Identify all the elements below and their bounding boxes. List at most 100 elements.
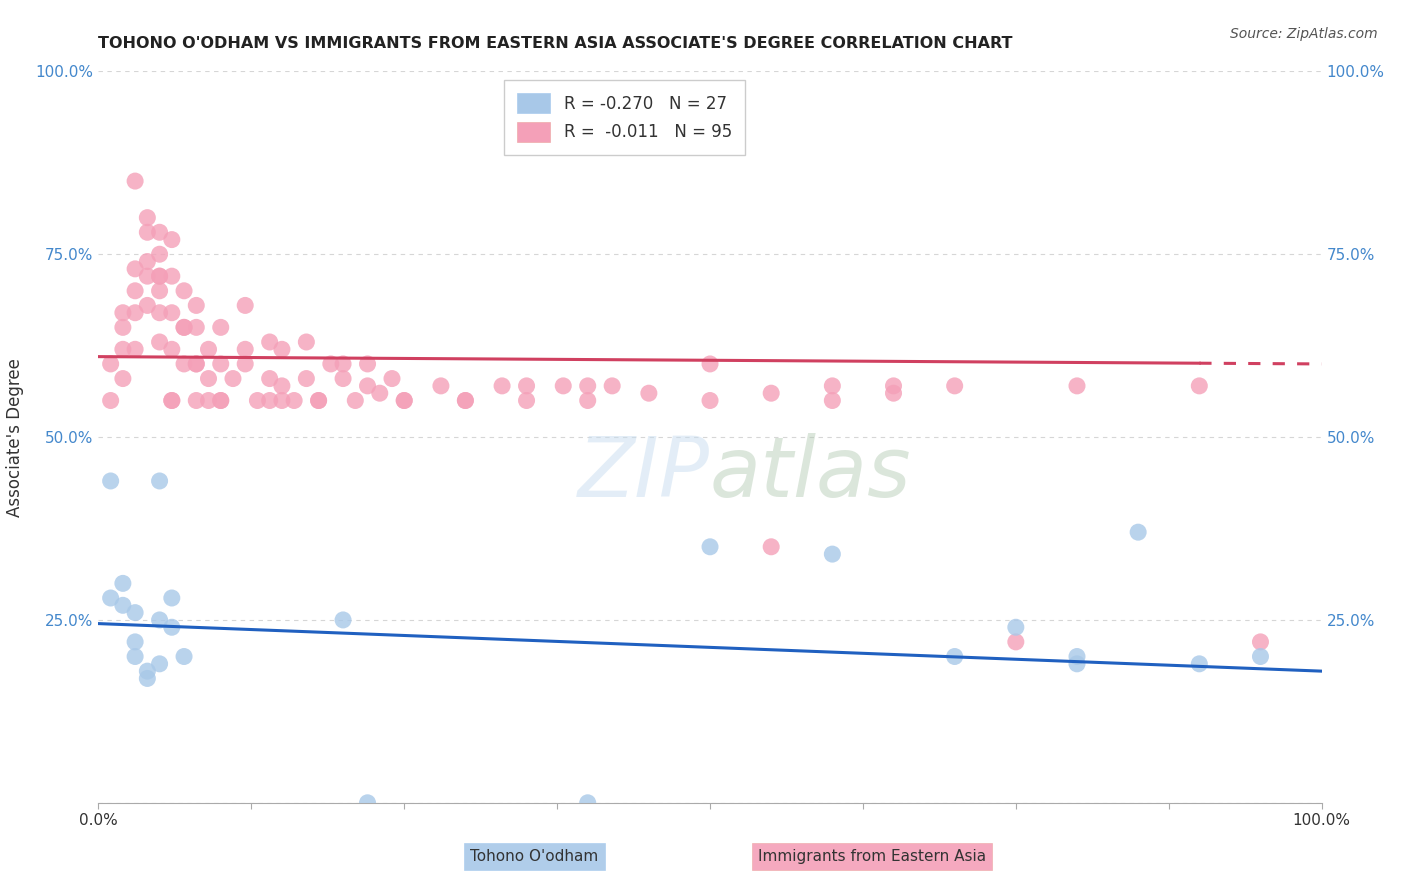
Point [173, 649, 195, 664]
Point [1066, 657, 1088, 671]
Point [111, 371, 134, 385]
Point [246, 393, 269, 408]
Point [332, 613, 354, 627]
Point [100, 393, 122, 408]
Point [173, 284, 195, 298]
Point [209, 393, 232, 408]
Point [283, 393, 305, 408]
Point [160, 393, 183, 408]
Point [197, 393, 219, 408]
Point [943, 379, 966, 393]
Point [270, 379, 294, 393]
Point [149, 225, 172, 239]
Point [209, 320, 232, 334]
Point [516, 379, 538, 393]
Point [197, 371, 219, 385]
Point [295, 371, 318, 385]
Point [381, 371, 404, 385]
Point [576, 393, 599, 408]
Point [233, 343, 256, 357]
Point [160, 233, 183, 247]
Point [186, 393, 208, 408]
Point [111, 320, 134, 334]
Point [149, 657, 172, 671]
Point [392, 393, 416, 408]
Point [160, 620, 183, 634]
Point [344, 393, 367, 408]
Point [111, 576, 134, 591]
Point [111, 306, 134, 320]
Point [1004, 635, 1026, 649]
Legend: R = -0.270   N = 27, R =  -0.011   N = 95: R = -0.270 N = 27, R = -0.011 N = 95 [503, 79, 745, 155]
Point [136, 254, 159, 268]
Point [149, 334, 172, 349]
Point [1004, 620, 1026, 634]
Point [356, 357, 378, 371]
Point [1188, 657, 1211, 671]
Point [111, 343, 134, 357]
Point [1250, 649, 1272, 664]
Text: ZIP: ZIP [578, 434, 710, 514]
Text: Tohono O'odham: Tohono O'odham [470, 849, 599, 863]
Point [1128, 525, 1150, 540]
Point [392, 393, 416, 408]
Point [124, 306, 146, 320]
Point [136, 298, 159, 312]
Point [173, 357, 195, 371]
Point [149, 247, 172, 261]
Point [149, 284, 172, 298]
Point [111, 599, 134, 613]
Point [454, 393, 477, 408]
Point [699, 540, 721, 554]
Point [308, 393, 330, 408]
Point [270, 393, 294, 408]
Point [124, 606, 146, 620]
Point [124, 261, 146, 276]
Point [638, 386, 661, 401]
Point [553, 379, 575, 393]
Point [761, 540, 783, 554]
Point [761, 386, 783, 401]
Point [136, 664, 159, 678]
Point [356, 379, 378, 393]
Point [136, 211, 159, 225]
Point [1250, 635, 1272, 649]
Point [173, 320, 195, 334]
Point [883, 379, 905, 393]
Point [600, 379, 623, 393]
Point [259, 371, 281, 385]
Point [576, 379, 599, 393]
Point [124, 343, 146, 357]
Point [454, 393, 477, 408]
Point [160, 393, 183, 408]
Point [124, 174, 146, 188]
Point [149, 269, 172, 284]
Point [136, 225, 159, 239]
Point [173, 320, 195, 334]
Point [160, 591, 183, 605]
Point [943, 649, 966, 664]
Point [149, 269, 172, 284]
Point [209, 357, 232, 371]
Point [259, 334, 281, 349]
Point [332, 357, 354, 371]
Point [233, 298, 256, 312]
Point [160, 343, 183, 357]
Point [186, 320, 208, 334]
Point [222, 371, 245, 385]
Point [821, 379, 844, 393]
Point [100, 357, 122, 371]
Point [124, 649, 146, 664]
Point [356, 796, 378, 810]
Point [100, 474, 122, 488]
Point [1066, 379, 1088, 393]
Point [821, 393, 844, 408]
Text: Source: ZipAtlas.com: Source: ZipAtlas.com [1230, 27, 1378, 41]
Y-axis label: Associate's Degree: Associate's Degree [7, 358, 24, 516]
Point [160, 269, 183, 284]
Point [209, 393, 232, 408]
Point [149, 613, 172, 627]
Point [186, 357, 208, 371]
Point [699, 357, 721, 371]
Point [186, 298, 208, 312]
